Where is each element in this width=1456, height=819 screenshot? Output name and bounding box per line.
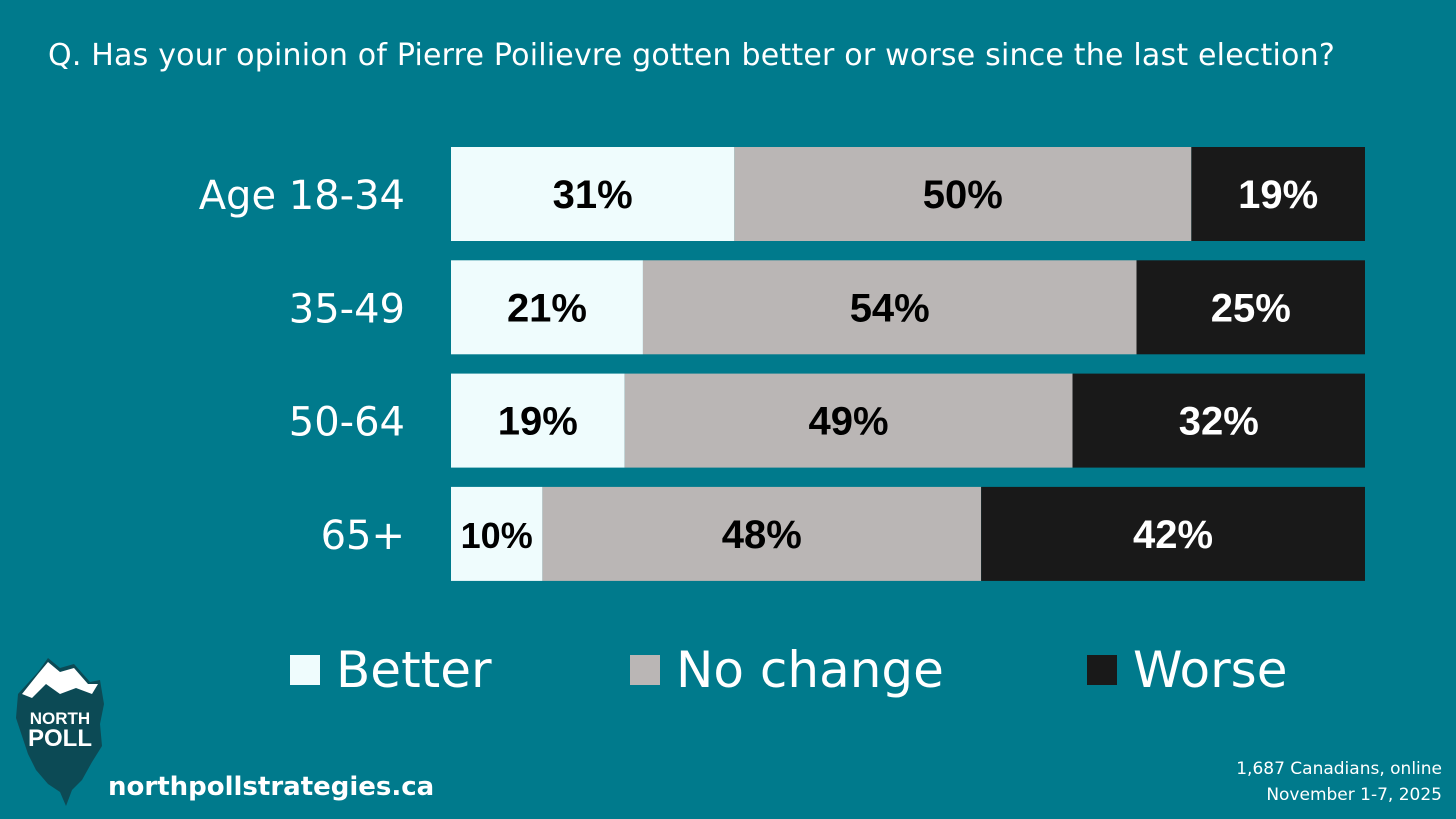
legend-swatch (290, 655, 320, 685)
north-poll-logo: NORTH POLL (16, 658, 104, 806)
legend: Better No change Worse (0, 640, 1456, 700)
bar-segment (1136, 260, 1365, 355)
bar-segment (451, 373, 625, 468)
data-label: 54% (850, 286, 930, 330)
legend-item: Better (290, 640, 492, 700)
bar-segment (734, 147, 1192, 241)
bar-segment (1191, 147, 1365, 241)
legend-label: Better (336, 641, 492, 699)
data-label: 48% (722, 513, 802, 557)
bar-segment (451, 260, 643, 355)
data-label: 19% (1238, 173, 1318, 217)
data-label: 31% (553, 173, 633, 217)
bar-segment (981, 486, 1365, 581)
category-label: 65+ (321, 513, 405, 559)
source-dates: November 1-7, 2025 (1266, 785, 1442, 805)
bar-segment (542, 486, 982, 581)
category-label: Age 18-34 (199, 173, 405, 219)
source-sample: 1,687 Canadians, online (1236, 759, 1442, 779)
data-label: 42% (1133, 513, 1213, 557)
website-link[interactable]: northpollstrategies.ca (108, 772, 435, 802)
data-label: 21% (507, 286, 587, 330)
bar-segment (451, 147, 735, 241)
data-label: 19% (498, 400, 578, 444)
legend-swatch (630, 655, 660, 685)
data-label: 10% (461, 515, 533, 556)
legend-label: Worse (1133, 641, 1288, 699)
bar-segment (624, 373, 1073, 468)
data-label: 49% (809, 400, 889, 444)
bar-segment (642, 260, 1137, 355)
data-label: 50% (923, 173, 1003, 217)
category-label: 35-49 (289, 286, 405, 332)
logo-text-poll: POLL (28, 725, 92, 752)
iceberg-icon (16, 658, 104, 806)
legend-swatch (1087, 655, 1117, 685)
category-label: 50-64 (289, 400, 405, 446)
chart-title: Q. Has your opinion of Pierre Poilievre … (48, 38, 1335, 73)
logo-text-north: NORTH (30, 709, 90, 728)
data-label: 32% (1179, 400, 1259, 444)
legend-label: No change (676, 641, 944, 699)
legend-item: No change (630, 640, 944, 700)
source-note: 1,687 Canadians, online November 1-7, 20… (1236, 756, 1442, 808)
stacked-bar-chart: Age 18-34 31% 50% 19% 35-49 21% 54% 25% 50-64 19%… (199, 147, 1365, 581)
bar-segment (1072, 373, 1365, 468)
bar-segment (451, 486, 543, 581)
legend-item: Worse (1087, 640, 1287, 700)
iceberg-peak-icon (22, 662, 98, 698)
data-label: 25% (1211, 286, 1291, 330)
